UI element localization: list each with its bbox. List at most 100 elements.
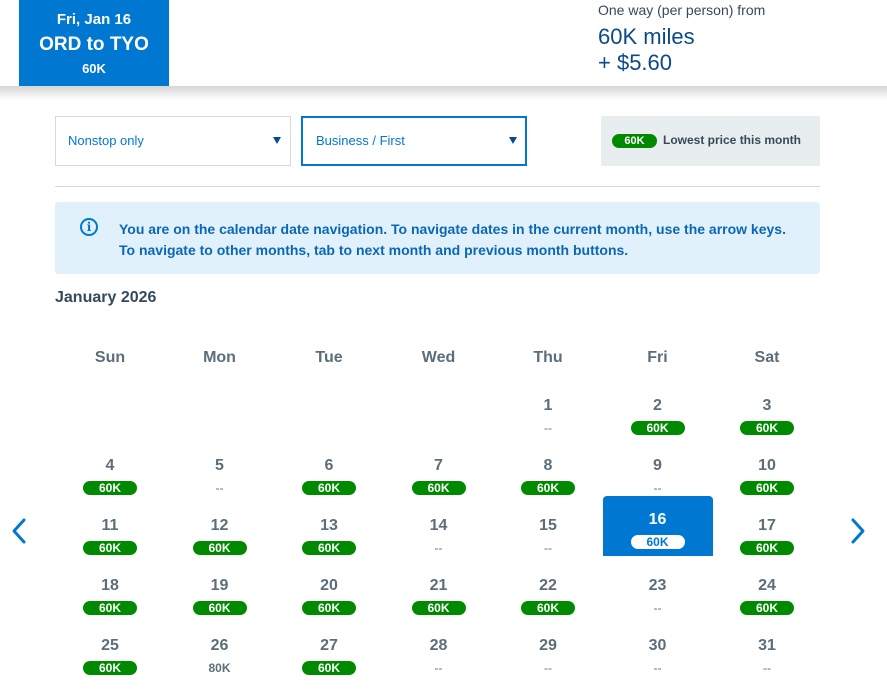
day-price: 60K	[521, 481, 575, 495]
date-tab-price: 60K	[82, 61, 106, 76]
prev-month-button[interactable]	[9, 516, 29, 546]
weekday-fri: Fri	[647, 349, 668, 366]
calendar-day-7[interactable]: 7 60K	[384, 451, 494, 507]
calendar-day-25[interactable]: 25 60K	[55, 631, 165, 687]
stops-select[interactable]: Nonstop only	[55, 116, 291, 166]
day-price: 80K	[208, 661, 231, 675]
day-number: 7	[434, 457, 443, 474]
day-price: 60K	[740, 601, 794, 615]
calendar-day-10[interactable]: 10 60K	[712, 451, 822, 507]
calendar-day-5[interactable]: 5 --	[165, 451, 275, 507]
date-tab-date: Fri, Jan 16	[56, 11, 132, 28]
calendar-day-26[interactable]: 26 80K	[165, 631, 275, 687]
day-price: 60K	[630, 421, 685, 435]
next-month-button[interactable]	[848, 516, 868, 546]
day-number: 4	[105, 457, 115, 474]
calendar-day-27[interactable]: 27 60K	[274, 631, 384, 687]
day-price: 60K	[740, 421, 794, 435]
calendar-day-22[interactable]: 22 60K	[493, 571, 603, 627]
cabin-select[interactable]: Business / First	[301, 116, 527, 166]
info-icon: i	[80, 218, 98, 236]
day-price: 60K	[411, 601, 466, 615]
day-number: 30	[648, 637, 667, 654]
day-price: --	[434, 661, 443, 675]
day-price: 60K	[83, 541, 137, 555]
calendar-day-8[interactable]: 8 60K	[493, 451, 603, 507]
header-shadow	[0, 86, 887, 100]
day-number: 9	[653, 457, 662, 474]
calendar-day-12[interactable]: 12 60K	[165, 511, 275, 567]
chevron-left-icon	[12, 518, 26, 544]
day-price: 60K	[411, 481, 466, 495]
calendar-day-24[interactable]: 24 60K	[712, 571, 822, 627]
divider	[55, 186, 820, 187]
weekday-sat: Sat	[754, 349, 780, 366]
weekday-thu: Thu	[533, 349, 563, 366]
calendar-day-11[interactable]: 11 60K	[55, 511, 165, 567]
fare-label: One way (per person) from	[598, 2, 766, 18]
calendar-day-29[interactable]: 29 --	[493, 631, 603, 687]
day-number: 20	[320, 577, 338, 594]
calendar-day-14[interactable]: 14 --	[384, 511, 494, 567]
day-price: --	[544, 421, 552, 435]
day-number: 17	[758, 517, 776, 534]
calendar-day-15[interactable]: 15 --	[493, 511, 603, 567]
day-number: 13	[320, 517, 338, 534]
day-number: 27	[320, 637, 338, 654]
fare-summary: One way (per person) from 60K miles + $5…	[598, 2, 765, 76]
fare-miles: 60K miles	[598, 24, 695, 49]
day-number: 29	[539, 637, 557, 654]
calendar-day-4[interactable]: 4 60K	[55, 451, 165, 507]
day-number: 6	[324, 457, 334, 474]
calendar-day-13[interactable]: 13 60K	[274, 511, 384, 567]
calendar-day-17[interactable]: 17 60K	[712, 511, 822, 567]
day-price: 60K	[83, 481, 137, 495]
calendar-day-28[interactable]: 28 --	[384, 631, 494, 687]
day-number: 1	[543, 397, 553, 414]
calendar-day-20[interactable]: 20 60K	[274, 571, 384, 627]
price-legend: 60K Lowest price this month	[601, 116, 820, 166]
day-price: --	[544, 661, 552, 675]
calendar-day-23[interactable]: 23 --	[603, 571, 713, 627]
day-number: 19	[210, 577, 229, 594]
day-number: 28	[429, 637, 448, 654]
stops-select-value: Nonstop only	[68, 133, 144, 148]
day-number: 10	[758, 457, 776, 474]
info-text: You are on the calendar date navigation.…	[119, 221, 786, 258]
day-price: --	[434, 541, 443, 555]
day-number: 2	[653, 397, 662, 414]
day-price: 60K	[302, 661, 356, 675]
day-number: 21	[429, 577, 448, 594]
legend-text: Lowest price this month	[663, 133, 802, 147]
day-price: --	[653, 601, 662, 615]
day-price: 60K	[302, 481, 356, 495]
selected-date-tab[interactable]: Fri, Jan 16 ORD to TYO 60K	[19, 0, 169, 86]
day-number: 16	[648, 511, 667, 528]
calendar-day-16[interactable]: 16 60K	[602, 496, 713, 556]
weekday-tue: Tue	[315, 349, 343, 366]
calendar-day-31[interactable]: 31 --	[712, 631, 822, 687]
day-number: 24	[758, 577, 776, 594]
day-price: --	[215, 481, 224, 495]
day-price: 60K	[521, 601, 575, 615]
caret-down-icon	[509, 137, 517, 144]
day-number: 14	[429, 517, 448, 534]
calendar-day-9[interactable]: 9 --	[603, 451, 713, 507]
calendar-day-6[interactable]: 6 60K	[274, 451, 384, 507]
day-price: 60K	[192, 541, 247, 555]
day-number: 23	[648, 577, 667, 594]
calendar-day-19[interactable]: 19 60K	[165, 571, 275, 627]
day-number: 11	[101, 517, 119, 534]
day-number: 25	[101, 637, 119, 654]
calendar-day-21[interactable]: 21 60K	[384, 571, 494, 627]
calendar-day-2[interactable]: 2 60K	[603, 391, 713, 447]
weekday-wed: Wed	[421, 349, 456, 366]
day-number: 26	[210, 637, 229, 654]
calendar-day-18[interactable]: 18 60K	[55, 571, 165, 627]
calendar-day-30[interactable]: 30 --	[603, 631, 713, 687]
info-banner: i You are on the calendar date navigatio…	[55, 202, 820, 274]
calendar-day-1[interactable]: 1 --	[493, 391, 603, 447]
cabin-select-value: Business / First	[316, 133, 405, 148]
calendar-day-3[interactable]: 3 60K	[712, 391, 822, 447]
day-number: 3	[762, 397, 772, 414]
